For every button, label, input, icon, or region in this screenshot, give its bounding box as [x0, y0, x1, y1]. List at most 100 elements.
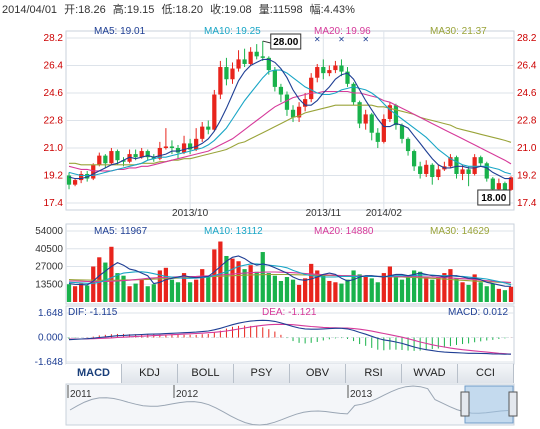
volume-bar — [490, 283, 495, 302]
tab-wvad[interactable]: WVAD — [402, 364, 458, 383]
candle-body — [151, 157, 156, 159]
candle-body — [66, 175, 72, 185]
volume-bar — [181, 273, 187, 302]
candle-body — [248, 51, 253, 64]
candle-body — [381, 118, 386, 142]
volume-bar — [345, 279, 350, 302]
tab-rsi[interactable]: RSI — [346, 364, 402, 383]
date-tick-label: 2013/11 — [306, 208, 342, 219]
tab-kdj[interactable]: KDJ — [122, 364, 178, 383]
candle-body — [466, 169, 471, 174]
quote-summary-bar: 2014/04/01 开:18.26 高:19.15 低:18.20 收:19.… — [2, 1, 538, 17]
volume-bar — [454, 278, 459, 302]
navigator-selection-window[interactable] — [464, 385, 514, 424]
price-tick-label-right: 19.2 — [517, 171, 537, 182]
candle-body — [72, 180, 78, 185]
navigator-panel[interactable] — [65, 383, 515, 426]
volume-bar — [109, 246, 114, 302]
candle-body — [496, 183, 501, 190]
volume-bar — [218, 241, 223, 302]
date-tick-label: 2013/10 — [172, 208, 209, 219]
candle-body — [224, 67, 229, 80]
price-tick-label-left: 24.6 — [44, 88, 64, 99]
candle-body — [399, 125, 405, 139]
candle-body — [484, 163, 489, 179]
candle-body — [187, 143, 193, 150]
macd-legend-1: DEA: -1.121 — [262, 307, 317, 318]
tab-boll[interactable]: BOLL — [178, 364, 234, 383]
navigator-left-handle[interactable] — [460, 391, 470, 417]
candle-body — [109, 151, 114, 164]
volume-bar — [393, 275, 399, 302]
volume-bar — [296, 284, 302, 302]
volume-bar — [121, 275, 126, 302]
candle-body — [448, 157, 453, 167]
candle-body — [115, 151, 120, 161]
tab-macd[interactable]: MACD — [66, 364, 122, 383]
volume-bar — [387, 266, 393, 302]
volume-bar — [127, 286, 132, 302]
candle-body — [272, 70, 277, 87]
volume-bar — [351, 270, 356, 302]
tab-obv[interactable]: OBV — [290, 364, 346, 383]
volume-bar — [133, 283, 138, 302]
volume-ma5-line — [68, 255, 512, 287]
volume-legend-0: MA5: 11967 — [94, 226, 148, 237]
volume-bar — [381, 273, 386, 302]
candle-body — [79, 173, 84, 181]
price-legend-2: MA20: 19.96 — [314, 26, 371, 37]
volume-tick-label: 40500 — [35, 244, 63, 255]
candle-body — [157, 148, 162, 159]
volume-bar — [315, 270, 320, 302]
candle-body — [424, 164, 429, 174]
volume-bar — [418, 271, 423, 302]
volume-bar — [187, 282, 193, 302]
low-marker-label: 18.00 — [481, 193, 506, 204]
price-tick-label-left: 21.0 — [44, 143, 64, 154]
candle-body — [490, 178, 495, 190]
tab-psy[interactable]: PSY — [234, 364, 290, 383]
candle-body — [327, 70, 332, 74]
volume-tick-label: 54000 — [35, 226, 63, 237]
volume-bar — [175, 282, 181, 302]
navigator-year-label: 2012 — [176, 389, 199, 400]
candle-body — [133, 154, 138, 158]
volume-bar — [309, 263, 314, 302]
quote-volume: 量:11598 — [258, 4, 303, 16]
candle-body — [478, 157, 483, 164]
volume-bar — [442, 273, 447, 302]
price-tick-label-right: 28.2 — [517, 33, 537, 44]
tab-cci[interactable]: CCI — [458, 364, 514, 383]
candle-body — [296, 106, 302, 118]
candle-body — [121, 160, 126, 162]
candle-body — [436, 169, 441, 178]
price-tick-label-right: 17.4 — [517, 198, 537, 209]
candle-body — [254, 51, 259, 57]
volume-bar — [472, 274, 477, 302]
volume-bar — [363, 275, 368, 302]
navigator-right-handle[interactable] — [508, 391, 518, 417]
macd-dea-line — [69, 323, 512, 355]
volume-bar — [375, 282, 380, 302]
candle-body — [260, 56, 265, 58]
volume-bar — [139, 279, 144, 302]
price-legend-0: MA5: 19.01 — [94, 26, 146, 37]
volume-bar — [411, 270, 417, 302]
candle-body — [303, 99, 308, 107]
price-tick-label-right: 21.0 — [517, 143, 537, 154]
volume-bar — [484, 286, 489, 302]
macd-tick-label: 0.000 — [38, 333, 63, 344]
price-tick-label-left: 26.4 — [44, 61, 64, 72]
volume-bar — [478, 282, 483, 302]
macd-tick-label: -1.648 — [35, 357, 64, 368]
volume-bar — [115, 273, 120, 302]
price-ma20-line — [68, 90, 512, 172]
candle-body — [200, 126, 205, 139]
volume-bar — [424, 277, 429, 302]
macd-tick-label: 1.648 — [38, 308, 63, 319]
volume-bar — [85, 285, 90, 302]
candle-body — [375, 132, 380, 142]
candle-body — [236, 59, 241, 69]
volume-bar — [157, 270, 162, 302]
